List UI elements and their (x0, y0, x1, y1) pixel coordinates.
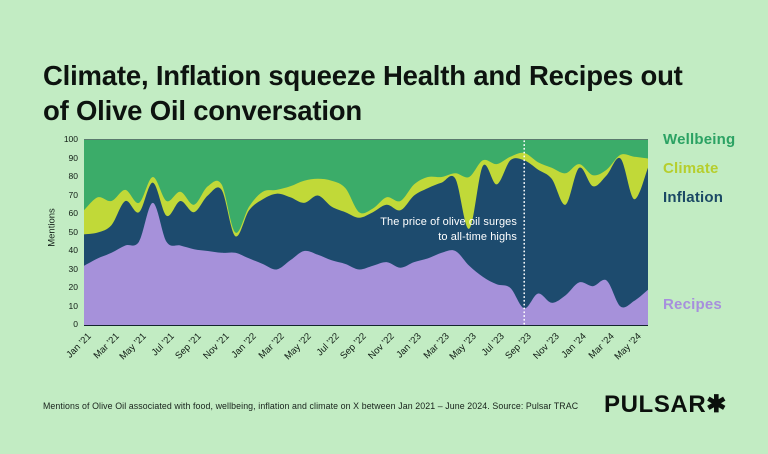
y-tick-label: 20 (68, 282, 78, 292)
footer-note: Mentions of Olive Oil associated with fo… (43, 401, 579, 411)
stacked-area-svg (84, 140, 648, 325)
y-tick-label: 30 (68, 263, 78, 274)
legend-item-inflation: Inflation (663, 189, 724, 206)
chart-plot-area (84, 139, 648, 326)
y-tick-label: 90 (68, 152, 78, 163)
y-tick-label: 100 (63, 134, 78, 144)
y-tick-label: 50 (68, 226, 78, 237)
legend-item-climate: Climate (663, 160, 719, 177)
y-tick-label: 10 (68, 300, 78, 311)
legend-item-wellbeing: Wellbeing (663, 131, 736, 148)
legend-item-recipes: Recipes (663, 296, 722, 313)
annotation-line-2: to all-time highs (438, 230, 517, 243)
page-title: Climate, Inflation squeeze Health and Re… (43, 60, 683, 127)
y-tick-label: 70 (68, 189, 78, 200)
y-tick-label: 80 (68, 171, 78, 181)
pulsar-logo: PULSAR✱ (604, 391, 727, 418)
area-recipes (84, 202, 648, 325)
y-tick-label: 0 (73, 319, 78, 329)
annotation-line-1: The price of olive oil surges (380, 216, 517, 228)
y-tick-label: 40 (68, 245, 78, 255)
annotation: The price of olive oil surges to all-tim… (380, 215, 517, 245)
y-tick-label: 60 (68, 208, 78, 218)
